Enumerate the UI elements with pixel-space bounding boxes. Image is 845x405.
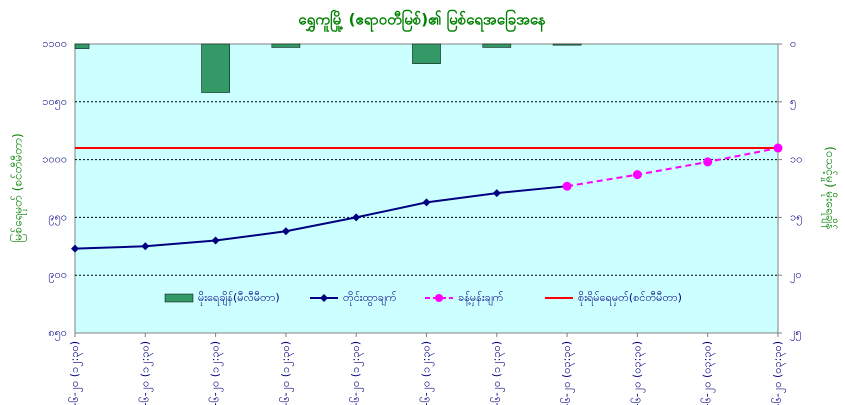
- legend-label: တိုင်းထွာချက်: [343, 291, 397, 306]
- x-tick-label: ၁၁-၆-၂၀ (၁၂:၃၀): [209, 341, 224, 405]
- y2-tick-label: ၂၀: [790, 268, 802, 283]
- y-tick-label: ၈၅၀: [48, 326, 67, 341]
- y-tick-label: ၁၀၅၀: [42, 95, 67, 110]
- legend-label: မိုးရေချိန်(မီလီမီတာ): [198, 291, 280, 306]
- y2-tick-label: ၀: [790, 37, 796, 50]
- x-tick-label: ၁၆-၆-၂၀ (၀၃:၃၀): [560, 341, 575, 405]
- line: [74, 185, 568, 250]
- x-tick-label: ၁၂-၆-၂၀ (၁၂:၃၀): [279, 341, 294, 405]
- bar: [271, 43, 301, 48]
- point: [71, 244, 79, 253]
- bar: [201, 43, 230, 93]
- x-tick-label: ၁၈-၆-၂၀ (၀၃:၃၀): [701, 341, 716, 405]
- point: [422, 198, 431, 207]
- legend-label: စိုးရိမ်ရေမှတ်(စင်တီမီတာ): [578, 291, 682, 306]
- legend-swatch: [164, 293, 194, 303]
- bar: [74, 43, 90, 49]
- x-tick-label: ၉-၆-၂၀ (၁၂:၃၀): [68, 341, 83, 405]
- legend-label: ခန့်မှန်းချက်: [458, 291, 504, 306]
- bar: [482, 43, 512, 48]
- y2-tick-label: ၅: [790, 95, 796, 110]
- y-axis-label: မြစ်ရေမှတ် (စင်တီမီတာ): [9, 133, 28, 242]
- x-tick-label: ၁၀-၆-၂၀ (၁၂:၃၀): [138, 341, 153, 405]
- point: [211, 236, 220, 245]
- point: [141, 242, 150, 251]
- point: [562, 181, 572, 191]
- y-tick-label: ၉၅၀: [48, 210, 67, 225]
- y-tick-label: ၁၀၀၀: [42, 153, 67, 166]
- x-tick-label: ၁၅-၆-၂၀ (၁၂:၃၀): [490, 341, 505, 405]
- point: [352, 213, 361, 222]
- point: [281, 227, 290, 236]
- x-tick-label: ၁၉-၆-၂၀ (၀၃:၃၀): [771, 341, 786, 405]
- x-tick-label: ၁၃-၆-၂၀ (၁၂:၃၀): [349, 341, 364, 405]
- point: [492, 189, 501, 198]
- x-tick-label: ၁၇-၆-၂၀ (၀၃:၃၀): [630, 341, 645, 405]
- point: [632, 170, 642, 180]
- y-tick-label: ၁၁၀၀: [42, 37, 67, 50]
- line: [566, 147, 779, 188]
- y2-tick-label: ၁၅: [790, 210, 802, 225]
- plot-area: [74, 43, 779, 334]
- y2-tick-label: ၂၅: [790, 326, 802, 341]
- x-tick-label: ၁၄-၆-၂၀ (၁၂:၃၀): [420, 341, 435, 405]
- bar: [412, 43, 441, 64]
- point: [703, 157, 713, 167]
- y2-tick-label: ၁၀: [790, 153, 802, 166]
- point: [773, 143, 783, 153]
- legend-swatch: [320, 294, 328, 302]
- y2-axis-label: (ဝသင့်မှု) မိုးရေချိန်: [821, 146, 839, 229]
- y-tick-label: ၉၀၀: [48, 268, 67, 283]
- bar: [552, 43, 582, 46]
- legend-swatch: [435, 294, 443, 302]
